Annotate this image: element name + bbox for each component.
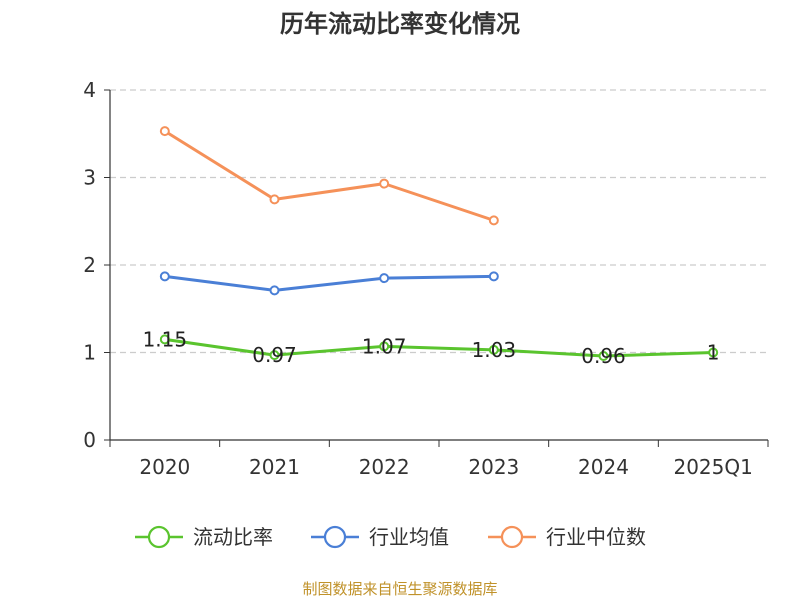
legend-label: 行业均值 (369, 525, 449, 549)
series-line-0 (164, 337, 714, 358)
data-point (488, 344, 499, 355)
legend-label: 行业中位数 (546, 525, 646, 549)
data-point (488, 215, 499, 226)
y-tick-label: 3 (83, 166, 96, 190)
data-point (379, 178, 390, 189)
y-tick-label: 0 (83, 428, 96, 452)
legend-item-1[interactable]: 行业均值 (311, 525, 449, 549)
legend-item-0[interactable]: 流动比率 (135, 525, 273, 549)
data-point (159, 126, 170, 137)
data-point (598, 351, 609, 361)
data-label: 1 (707, 341, 720, 365)
data-point (269, 194, 280, 205)
x-tick-label: 2020 (139, 455, 190, 479)
legend-marker (147, 525, 171, 549)
data-point (488, 271, 499, 282)
data-label: 1.07 (362, 334, 407, 358)
grid-lines (110, 89, 768, 354)
data-point (159, 271, 170, 282)
axes: 0 1 2 3 4 2020 2021 2022 2023 2024 2025Q1 (83, 78, 769, 479)
data-point (269, 350, 280, 361)
y-tick-label: 1 (83, 341, 96, 365)
y-tick-label: 4 (83, 78, 96, 102)
series-line-2 (164, 129, 495, 222)
data-labels: 1.15 0.97 1.07 1.03 0.96 1 (143, 327, 720, 368)
legend-marker (500, 525, 524, 549)
data-label: 1.15 (143, 327, 188, 351)
source-note: 制图数据来自恒生聚源数据库 (302, 580, 497, 598)
data-point (159, 334, 170, 345)
legend: 流动比率 行业均值 行业中位数 (135, 525, 646, 549)
x-tick-label: 2023 (468, 455, 519, 479)
data-point (269, 285, 280, 296)
chart-title: 历年流动比率变化情况 (280, 10, 520, 38)
data-label: 1.03 (472, 338, 517, 362)
data-point (379, 341, 390, 352)
series-points (159, 126, 719, 361)
x-tick-label: 2022 (359, 455, 410, 479)
x-tick-label: 2024 (578, 455, 629, 479)
data-label: 0.96 (581, 344, 626, 368)
legend-label: 流动比率 (193, 525, 273, 549)
data-point (708, 347, 719, 358)
series-lines (164, 129, 714, 358)
x-tick-label: 2025Q1 (673, 455, 752, 479)
legend-item-2[interactable]: 行业中位数 (488, 525, 646, 549)
data-point (379, 273, 390, 284)
data-label: 0.97 (252, 343, 297, 367)
x-tick-label: 2021 (249, 455, 300, 479)
y-tick-label: 2 (83, 253, 96, 277)
legend-marker (323, 525, 347, 549)
series-line-1 (164, 274, 494, 292)
